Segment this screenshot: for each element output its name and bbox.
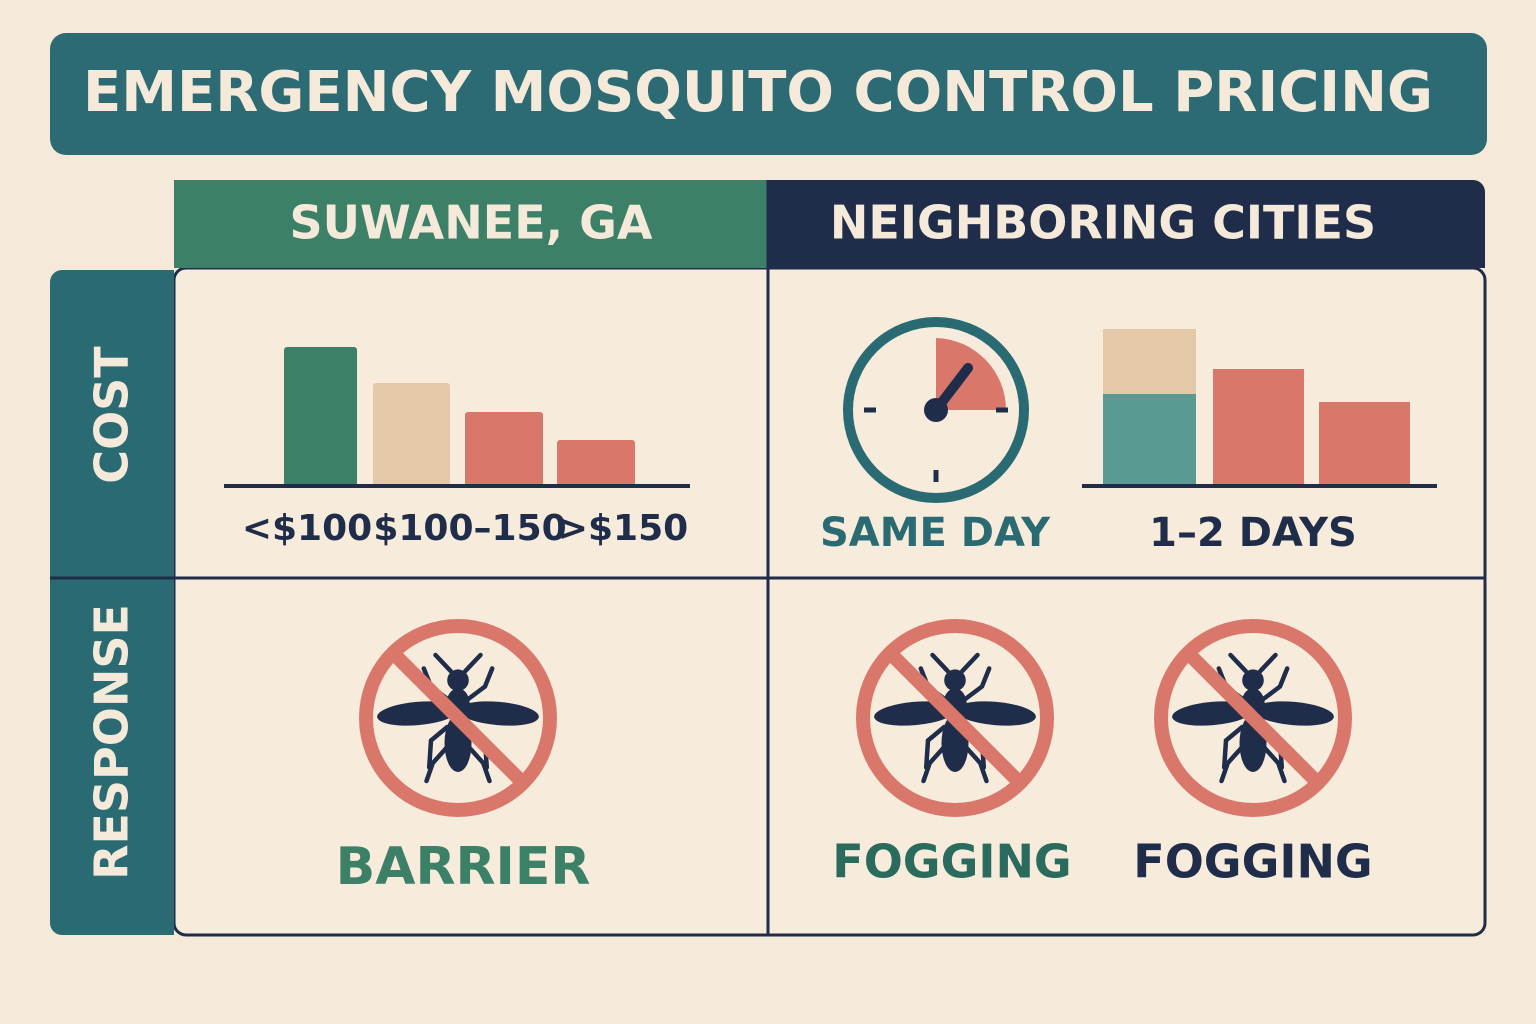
row-label: RESPONSE <box>85 604 139 880</box>
method-label: FOGGING <box>832 835 1071 889</box>
column-label: NEIGHBORING CITIES <box>830 196 1376 250</box>
bar-illustration <box>224 347 690 488</box>
method-label: FOGGING <box>1133 835 1372 889</box>
title-bar <box>50 33 1487 155</box>
price-label: >$150 <box>558 508 688 549</box>
no-mosquito-icon <box>359 619 557 817</box>
method-label: BARRIER <box>336 837 591 897</box>
no-mosquito-icon <box>856 619 1054 817</box>
column-label: SUWANEE, GA <box>290 196 653 250</box>
price-label: $100–150 <box>373 508 566 549</box>
row-header-bar <box>50 270 174 935</box>
clock-icon <box>843 317 1029 503</box>
price-label: <$100 <box>242 508 372 549</box>
column-header <box>174 180 768 268</box>
title: EMERGENCY MOSQUITO CONTROL PRICING <box>83 60 1433 125</box>
row-label: COST <box>85 346 139 484</box>
no-mosquito-icon <box>1154 619 1352 817</box>
column-header <box>768 180 1485 268</box>
response-time-label: SAME DAY <box>820 510 1051 556</box>
response-time-label: 1–2 DAYS <box>1149 510 1357 556</box>
bar-illustration <box>1082 329 1437 488</box>
